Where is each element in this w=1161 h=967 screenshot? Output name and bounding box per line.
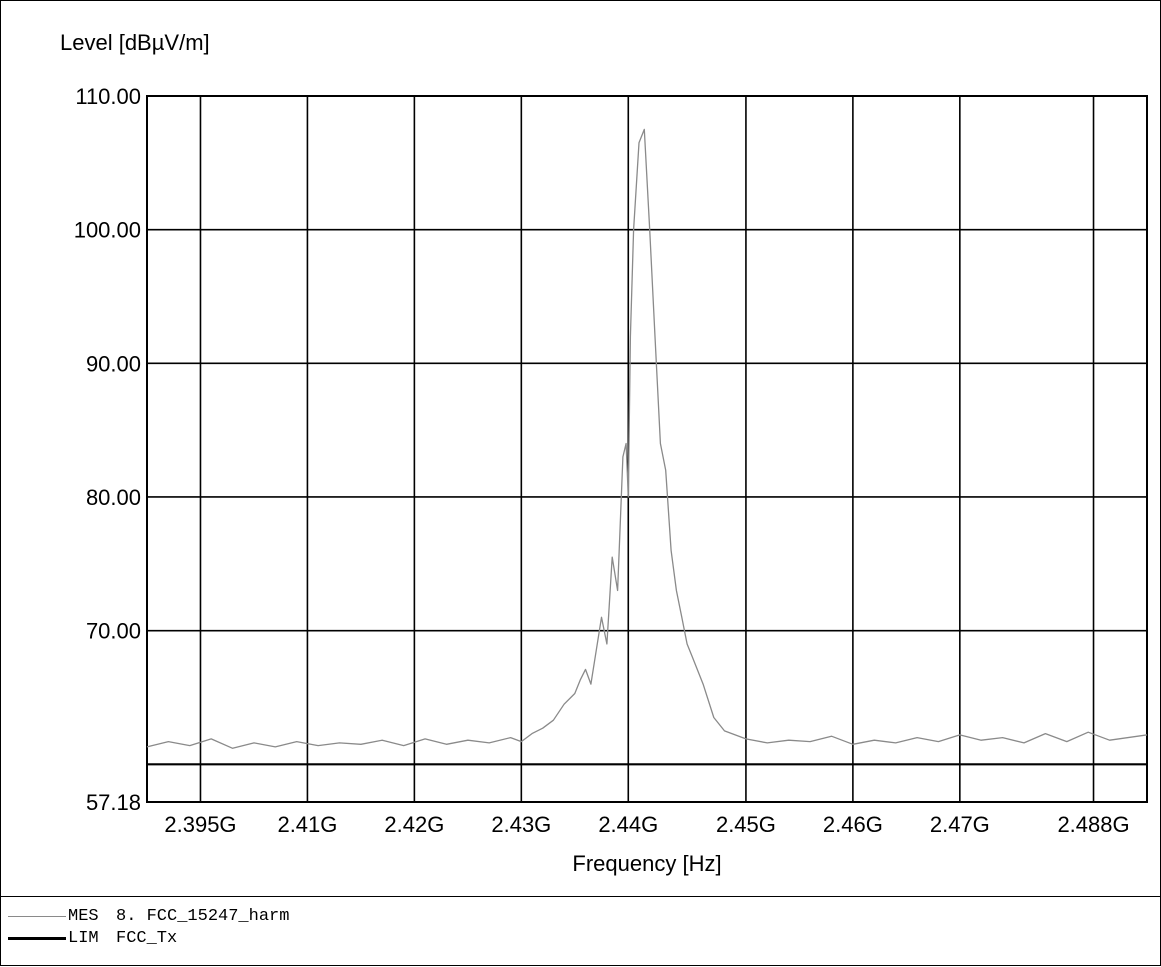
x-tick-label: 2.44G (598, 812, 658, 837)
x-tick-label: 2.42G (384, 812, 444, 837)
x-tick-label: 2.488G (1057, 812, 1129, 837)
legend-code: LIM (68, 928, 99, 948)
y-tick-label: 80.00 (86, 485, 141, 510)
x-axis-label: Frequency [Hz] (572, 851, 721, 876)
x-tick-label: 2.395G (164, 812, 236, 837)
y-tick-label: 100.00 (74, 218, 141, 243)
x-tick-label: 2.47G (930, 812, 990, 837)
legend-code: MES (68, 906, 99, 926)
plot-area (146, 95, 1148, 803)
x-tick-label: 2.41G (277, 812, 337, 837)
y-tick-label: 70.00 (86, 619, 141, 644)
x-tick-label: 2.45G (716, 812, 776, 837)
series-layer (146, 128, 1148, 766)
series-line-mes (146, 128, 1148, 749)
legend-swatch-mes (8, 915, 66, 917)
legend-description: FCC_Tx (116, 928, 178, 948)
legend: MES 8. FCC_15247_harm LIM FCC_Tx (0, 896, 1161, 967)
legend-item-mes: MES 8. FCC_15247_harm (8, 905, 289, 927)
y-axis-label: Level [dBµV/m] (60, 30, 210, 55)
legend-item-lim: LIM FCC_Tx (8, 927, 177, 949)
y-tick-labels: 110.00 100.00 90.00 80.00 70.00 57.18 (74, 84, 141, 815)
y-tick-label: 57.18 (86, 790, 141, 815)
y-tick-label: 90.00 (86, 351, 141, 376)
legend-description: 8. FCC_15247_harm (116, 906, 290, 926)
legend-swatch-lim (8, 936, 66, 940)
grid-lines (147, 95, 1147, 803)
x-tick-label: 2.46G (823, 812, 883, 837)
y-tick-label: 110.00 (75, 84, 141, 109)
x-tick-labels: 2.395G 2.41G 2.42G 2.43G 2.44G 2.45G 2.46G 2.47… (164, 812, 1129, 837)
x-tick-label: 2.43G (491, 812, 551, 837)
